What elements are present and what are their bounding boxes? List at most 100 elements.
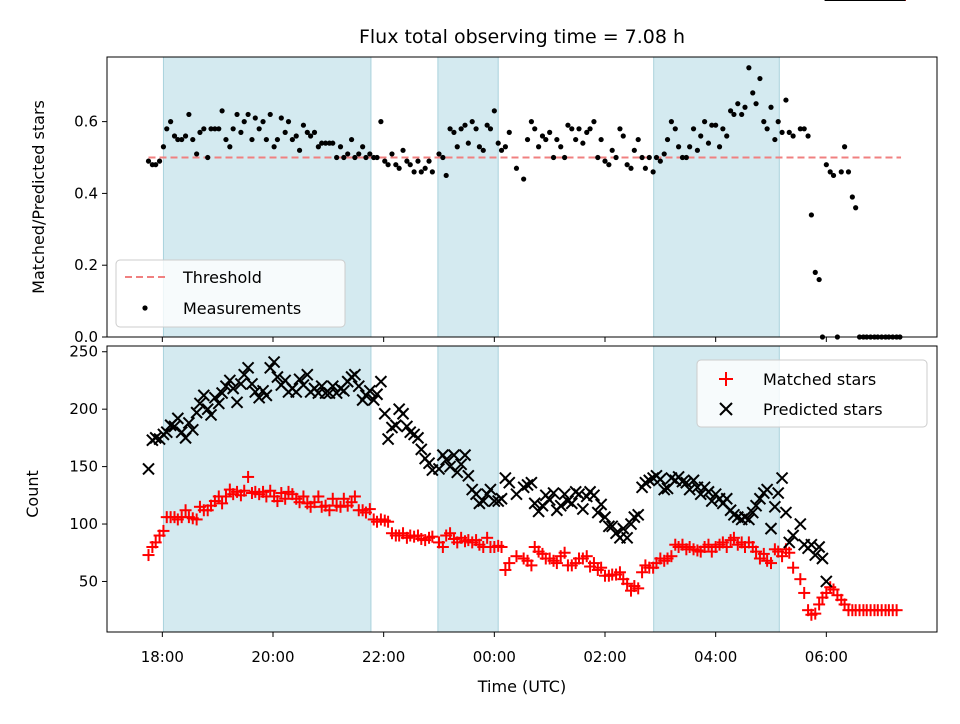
measurement-point [153, 162, 159, 168]
measurement-point [360, 144, 366, 150]
measurement-point [491, 108, 497, 114]
predicted-star-point [543, 493, 556, 507]
matched-star-point [757, 547, 770, 560]
measurement-point [168, 119, 174, 125]
x-tick-label: 22:00 [362, 648, 405, 666]
measurement-point [558, 144, 564, 150]
measurement-point [404, 158, 410, 164]
measurement-point [631, 147, 637, 153]
matched-star-point [809, 607, 822, 620]
measurement-point [823, 162, 829, 168]
y-tick-label: 250 [69, 343, 98, 361]
y-tick-label: 0.2 [74, 256, 98, 274]
x-tick-label: 00:00 [473, 648, 516, 666]
measurement-point [311, 129, 318, 135]
predicted-star-point [439, 453, 453, 466]
y-tick-label: 0.4 [74, 184, 98, 202]
bottom-y-axis-label: Count [23, 470, 42, 518]
measurement-point [573, 136, 579, 143]
predicted-star-point [234, 377, 248, 391]
measurement-point [451, 129, 457, 135]
predicted-star-point [267, 355, 281, 369]
measurement-point [498, 147, 505, 153]
measurement-point [186, 111, 192, 118]
predicted-star-point [771, 486, 785, 500]
matched-star-point [426, 530, 439, 543]
predicted-star-point [352, 379, 365, 393]
predicted-star-point [488, 494, 501, 508]
predicted-star-point [572, 487, 586, 501]
bottom-legend-box [696, 359, 928, 428]
measurement-point [650, 169, 656, 175]
predicted-star-point [348, 368, 362, 381]
measurement-point [443, 172, 449, 179]
predicted-star-point [260, 389, 273, 402]
predicted-star-point [746, 506, 759, 519]
measurement-point [282, 129, 288, 135]
matched-star-point [436, 541, 449, 554]
legend-predicted-swatch [719, 402, 733, 416]
predicted-star-point [617, 522, 630, 535]
measurement-point [602, 158, 608, 164]
predicted-star-point [525, 476, 538, 489]
measurement-point [661, 151, 667, 157]
x-tick-label: 20:00 [251, 648, 294, 666]
predicted-star-point [775, 471, 789, 485]
measurement-point [256, 126, 262, 132]
measurement-point [171, 133, 178, 139]
predicted-star-point [293, 373, 306, 386]
measurement-point [252, 115, 258, 121]
predicted-star-point [370, 388, 384, 401]
matched-star-point [334, 500, 347, 513]
predicted-star-point [201, 402, 214, 416]
predicted-star-point [594, 498, 608, 511]
measurement-point [554, 136, 560, 143]
measurement-point [352, 154, 358, 161]
measurement-point [646, 154, 652, 161]
matched-star-point [382, 515, 395, 528]
predicted-star-point [654, 473, 667, 486]
predicted-star-point [422, 456, 436, 470]
predicted-star-point [326, 379, 339, 393]
measurement-point [465, 140, 471, 146]
matched-star-point [495, 541, 508, 554]
predicted-star-point [193, 397, 207, 410]
predicted-star-point [536, 499, 549, 512]
matched-star-point [550, 557, 563, 570]
measurement-point [772, 136, 778, 143]
matched-star-point [510, 550, 523, 563]
measurement-point [642, 165, 648, 171]
matched-star-point [238, 484, 251, 497]
predicted-star-point [142, 462, 155, 476]
predicted-star-point [197, 389, 211, 402]
predicted-star-point [204, 408, 218, 422]
measurement-point [502, 144, 508, 150]
measurement-point [513, 165, 520, 171]
measurement-point [484, 122, 490, 128]
measurement-point [160, 144, 167, 150]
measurement-point [709, 122, 715, 128]
measurement-point [805, 133, 811, 139]
matched-star-point [363, 503, 376, 516]
measurement-point [216, 126, 222, 132]
measurement-point [764, 126, 770, 132]
measurement-point [315, 144, 321, 150]
measurement-point [436, 151, 442, 157]
measurement-point [635, 136, 641, 143]
matched-star-point [323, 504, 336, 517]
measurement-point [458, 126, 464, 132]
matched-star-point [348, 490, 361, 503]
predicted-star-point [182, 416, 196, 430]
measurement-point [565, 122, 571, 128]
y-tick-label: 0.0 [74, 328, 98, 346]
measurement-point [145, 158, 152, 164]
matched-star-point [765, 557, 777, 570]
measurement-point [683, 154, 689, 161]
matched-star-point [776, 550, 789, 563]
measurement-point [713, 122, 719, 128]
predicted-star-point [271, 370, 284, 384]
predicted-star-point [547, 486, 560, 500]
matched-star-point [794, 573, 807, 586]
measurement-point [687, 144, 693, 150]
predicted-star-point [753, 492, 767, 505]
